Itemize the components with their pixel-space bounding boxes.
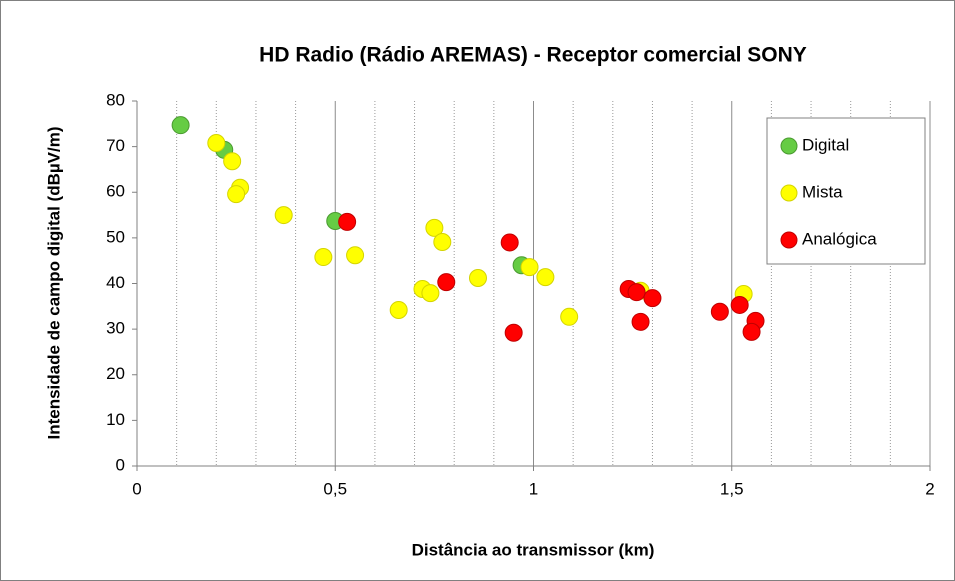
legend-label: Digital — [802, 135, 849, 154]
y-tick-label: 70 — [106, 136, 125, 155]
chart-title: HD Radio (Rádio AREMAS) - Receptor comer… — [259, 44, 807, 67]
y-tick-label: 30 — [106, 319, 125, 338]
data-point — [504, 323, 523, 342]
data-point — [730, 295, 749, 314]
y-tick-label: 60 — [106, 182, 125, 201]
data-point — [742, 322, 761, 341]
data-point — [421, 284, 440, 303]
x-axis-label: Distância ao transmissor (km) — [412, 540, 655, 559]
legend-marker — [780, 137, 798, 155]
data-point — [274, 206, 293, 225]
data-point — [346, 246, 365, 265]
data-point — [171, 116, 190, 135]
data-point — [560, 307, 579, 326]
data-point — [631, 312, 650, 331]
x-tick-label: 1,5 — [720, 479, 744, 498]
legend-marker — [780, 184, 798, 202]
data-point — [520, 258, 539, 277]
data-point — [643, 289, 662, 308]
legend-label: Mista — [802, 182, 843, 201]
data-point — [223, 152, 242, 171]
data-point — [536, 268, 555, 287]
data-point — [314, 248, 333, 267]
data-point — [710, 302, 729, 321]
legend-marker — [780, 231, 798, 249]
x-tick-label: 1 — [529, 479, 538, 498]
x-tick-label: 0 — [132, 479, 141, 498]
x-tick-label: 0,5 — [323, 479, 347, 498]
y-tick-label: 0 — [116, 455, 125, 474]
data-point — [338, 212, 357, 231]
data-point — [468, 269, 487, 288]
y-tick-label: 10 — [106, 410, 125, 429]
data-point — [227, 185, 246, 204]
data-point — [433, 232, 452, 251]
y-tick-label: 20 — [106, 364, 125, 383]
y-tick-label: 50 — [106, 227, 125, 246]
y-tick-label: 80 — [106, 90, 125, 109]
x-tick-label: 2 — [925, 479, 934, 498]
legend-label: Analógica — [802, 229, 877, 248]
y-axis-label: Intensidade de campo digital (dBµV/m) — [44, 127, 63, 440]
data-point — [389, 300, 408, 319]
data-point — [425, 218, 444, 237]
y-tick-label: 40 — [106, 273, 125, 292]
data-point — [627, 283, 646, 302]
data-point — [207, 133, 226, 152]
data-point — [437, 273, 456, 292]
data-point — [500, 233, 519, 252]
